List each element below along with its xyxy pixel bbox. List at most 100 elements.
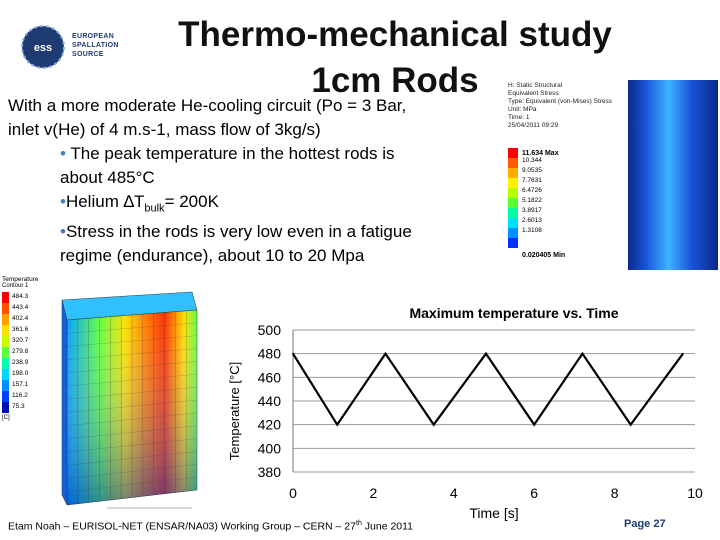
stress-image-header: H: Static Structural Equivalent Stress Typ… — [508, 82, 628, 130]
slide-title: Thermo-mechanical study 1cm Rods — [150, 12, 640, 104]
x-tick-label: 4 — [450, 485, 458, 501]
thermal-legend-subtitle: Contour 1 — [2, 283, 29, 289]
stress-header-line: Time: 1 — [508, 114, 530, 121]
stress-max-label: 11.634 Max — [522, 150, 559, 157]
data-point — [432, 423, 435, 426]
bullet-1-cont: about 485°C — [60, 168, 155, 187]
bullet-icon: • — [60, 192, 66, 211]
y-tick-label: 420 — [258, 417, 282, 433]
stress-legend-value: 6.4726 — [522, 187, 542, 194]
thermal-legend-unit: [C] — [2, 415, 10, 421]
thermal-legend-value: 279.8 — [12, 347, 29, 356]
stress-legend-swatch — [508, 228, 518, 238]
thermal-legend-swatch — [2, 336, 9, 347]
thermal-legend-swatch — [2, 292, 9, 303]
stress-legend-swatch — [508, 148, 518, 158]
thermal-legend-swatch — [2, 303, 9, 314]
x-axis-label: Time [s] — [469, 505, 518, 521]
stress-legend-swatch — [508, 188, 518, 198]
thermal-legend-swatch — [2, 369, 9, 380]
thermal-legend-swatch — [2, 380, 9, 391]
stress-legend-swatch — [508, 168, 518, 178]
intro-line-1: With a more moderate He-cooling circuit … — [8, 96, 407, 115]
stress-header-line: Unit: MPa — [508, 106, 537, 113]
data-point — [581, 352, 584, 355]
title-line-2: 1cm Rods — [311, 61, 479, 100]
data-point — [629, 423, 632, 426]
stress-legend-value: 9.0535 — [522, 167, 542, 174]
x-tick-label: 2 — [370, 485, 378, 501]
ess-logo-text: EUROPEAN SPALLATION SOURCE — [72, 33, 119, 58]
stress-legend-value: 10.344 — [522, 157, 542, 164]
thermal-legend-swatch — [2, 314, 9, 325]
thermal-legend-value: 402.4 — [12, 314, 29, 323]
stress-legend-value: 7.7631 — [522, 177, 542, 184]
x-tick-label: 0 — [289, 485, 297, 501]
stress-legend-value: 2.6013 — [522, 217, 542, 224]
y-tick-label: 480 — [258, 346, 282, 362]
thermal-legend-swatch — [2, 402, 9, 413]
bullet-3-cont: regime (endurance), about 10 to 20 Mpa — [60, 246, 365, 266]
temperature-chart: Maximum temperature vs. Time500480460440… — [227, 305, 703, 521]
thermal-legend-swatch — [2, 358, 9, 369]
stress-legend-value: 3.8917 — [522, 207, 542, 214]
stress-legend-swatch — [508, 158, 518, 168]
y-tick-label: 500 — [258, 322, 282, 338]
stress-rod-image — [628, 80, 718, 270]
thermal-legend-value: 157.1 — [12, 380, 29, 389]
bullet-icon: • — [60, 144, 71, 163]
thermal-legend-value: 198.0 — [12, 369, 29, 378]
thermal-legend-title: Temperature — [2, 276, 39, 283]
stress-min-label: 0.020405 Min — [522, 252, 566, 259]
thermal-legend-value: 75.3 — [12, 402, 25, 411]
body-text: With a more moderate He-cooling circuit … — [8, 94, 503, 268]
thermal-legend-value: 361.6 — [12, 325, 29, 334]
thermal-legend-value: 116.2 — [12, 391, 28, 400]
bullet-icon: • — [60, 222, 66, 242]
stress-header-line: Type: Equivalent (von-Mises) Stress — [508, 98, 613, 105]
y-axis-label: Temperature [°C] — [227, 362, 242, 460]
ess-logo: ess EUROPEAN SPALLATION SOURCE — [20, 24, 150, 74]
stress-legend-swatch — [508, 198, 518, 208]
thermal-legend-value: 443.4 — [12, 303, 29, 312]
stress-legend-value: 5.1822 — [522, 197, 542, 204]
thermal-legend-value: 484.3 — [12, 292, 29, 301]
data-point — [682, 352, 684, 355]
series-line — [292, 351, 684, 427]
stress-header-line: Equivalent Stress — [508, 90, 559, 97]
thermal-legend-swatch — [2, 347, 9, 358]
footer-text: Etam Noah – EURISOL-NET (ENSAR/NA03) Wor… — [8, 520, 414, 533]
thermal-legend-swatch — [2, 391, 9, 402]
page-number: Page 27 — [624, 518, 666, 530]
data-point — [292, 352, 294, 355]
x-tick-label: 6 — [530, 485, 538, 501]
data-point — [533, 423, 535, 426]
bullet-2: •Helium ∆Tbulk= 200K — [60, 192, 219, 215]
bullet-1: • The peak temperature in the hottest ro… — [60, 144, 395, 163]
y-tick-label: 380 — [258, 464, 282, 480]
svg-text:ess: ess — [34, 42, 52, 54]
stress-legend-value: 1.3108 — [522, 227, 542, 234]
title-line-1: Thermo-mechanical study — [178, 15, 612, 54]
y-tick-label: 400 — [258, 440, 282, 456]
thermal-legend-swatch — [2, 325, 9, 336]
data-point — [485, 352, 487, 355]
intro-line-2: inlet v(He) of 4 m.s-1, mass flow of 3kg… — [8, 120, 321, 139]
chart-title: Maximum temperature vs. Time — [409, 305, 618, 321]
stress-header-line: H: Static Structural — [508, 82, 563, 89]
stress-header-line: 25/04/2011 09:29 — [508, 122, 559, 129]
stress-legend-swatch — [508, 218, 518, 228]
thermal-legend: Temperature Contour 1 484.3 443.4 402.4 361.6… — [2, 276, 62, 436]
thermal-legend-value: 320.7 — [12, 336, 29, 345]
stress-legend: 10.344 9.0535 7.7631 6.4726 5.1822 3.8917 2.60… — [508, 148, 588, 260]
y-tick-label: 440 — [258, 393, 282, 409]
bullet-3: •Stress in the rods is very low even in … — [60, 222, 412, 242]
stress-legend-swatch — [508, 208, 518, 218]
y-tick-label: 460 — [258, 369, 282, 385]
thermal-rod-bundle-image — [61, 291, 198, 509]
x-tick-label: 8 — [611, 485, 619, 501]
stress-legend-swatch — [508, 178, 518, 188]
data-point — [336, 423, 339, 426]
thermal-legend-value: 238.9 — [12, 358, 29, 367]
x-tick-label: 10 — [687, 485, 703, 501]
